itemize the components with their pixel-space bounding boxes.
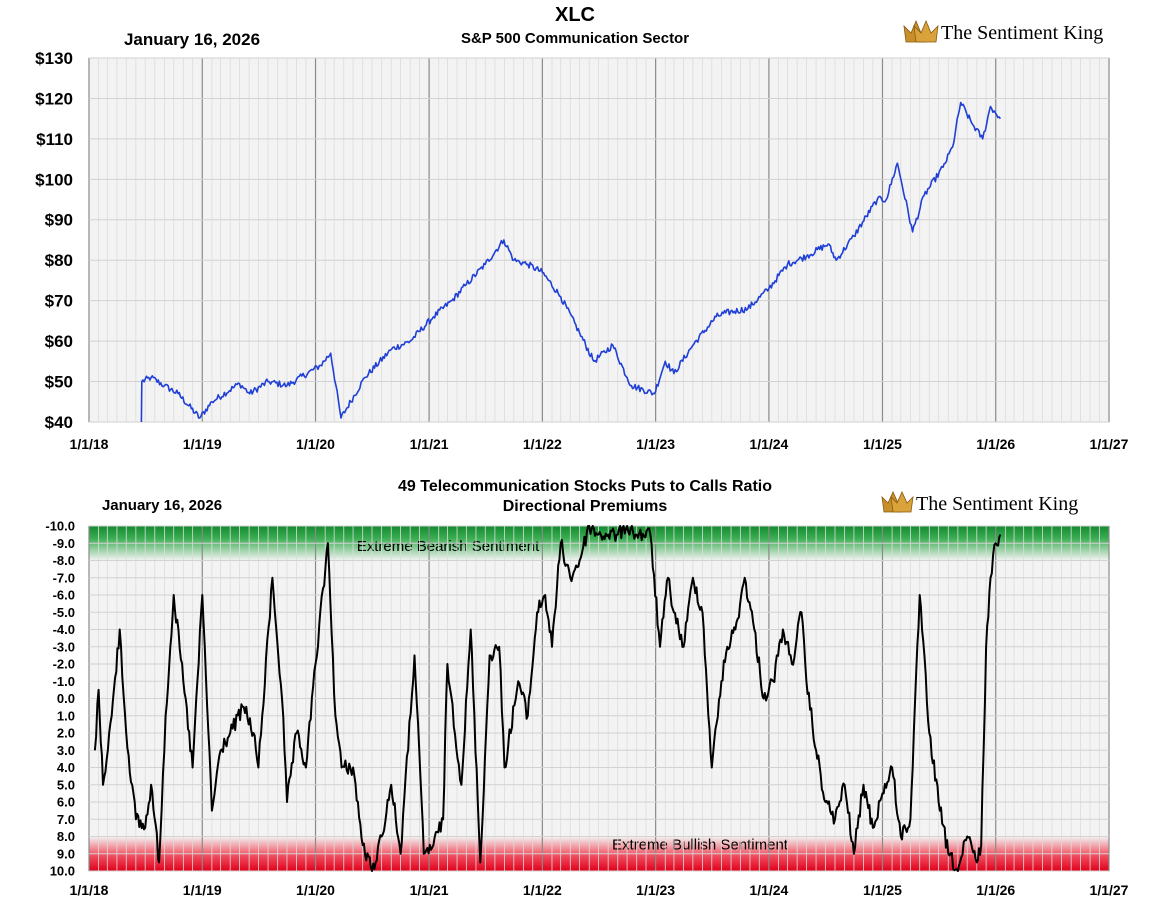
- crown-icon: [890, 491, 914, 513]
- price-plot-area: $40 $50 $60 $70 $80 $90 $100 $110 $120 $130 1/1/18…: [35, 49, 1128, 452]
- series-line: [140, 101, 1002, 423]
- y-tick-label: 9.0: [57, 846, 75, 861]
- y-tick-label: -4.0: [53, 622, 75, 637]
- y-tick-label: 7.0: [57, 812, 75, 827]
- y-tick-label: $40: [45, 413, 73, 432]
- plot-background: [88, 57, 1110, 423]
- chart2-subtitle: Directional Premiums: [503, 498, 668, 515]
- y-tick-label: 2.0: [57, 726, 75, 741]
- x-tick-label: 1/1/25: [863, 436, 902, 452]
- y-tick-label: -6.0: [53, 588, 75, 603]
- y-tick-label: -1.0: [53, 674, 75, 689]
- chart1-brand-text: The Sentiment King: [941, 22, 1103, 44]
- y-tick-label: -5.0: [53, 605, 75, 620]
- x-tick-label: 1/1/25: [863, 882, 902, 898]
- y-tick-label: -10.0: [45, 519, 75, 534]
- y-tick-label: 3.0: [57, 743, 75, 758]
- crown-icon: [913, 19, 939, 43]
- x-tick-label: 1/1/27: [1090, 436, 1129, 452]
- x-tick-label: 1/1/21: [410, 882, 449, 898]
- chart2-brand-logo: The Sentiment King: [881, 491, 1078, 515]
- y-tick-label: -2.0: [53, 657, 75, 672]
- x-tick-label: 1/1/20: [296, 436, 335, 452]
- x-tick-label: 1/1/26: [976, 436, 1015, 452]
- x-tick-label: 1/1/24: [749, 882, 788, 898]
- chart1-title: XLC: [555, 4, 595, 26]
- chart1-date: January 16, 2026: [124, 30, 260, 49]
- y-tick-label: $50: [45, 373, 73, 392]
- y-tick-label: $100: [35, 170, 73, 189]
- y-tick-label: 6.0: [57, 795, 75, 810]
- x-tick-label: 1/1/19: [183, 882, 222, 898]
- chart2-brand-text: The Sentiment King: [916, 493, 1078, 515]
- y-tick-label: $80: [45, 251, 73, 270]
- y-tick-label: 8.0: [57, 829, 75, 844]
- chart2-title: 49 Telecommunication Stocks Puts to Call…: [398, 478, 772, 495]
- x-tick-label: 1/1/21: [410, 436, 449, 452]
- x-tick-label: 1/1/20: [296, 882, 335, 898]
- chart1-brand-logo: The Sentiment King: [903, 19, 1103, 44]
- x-tick-label: 1/1/18: [70, 882, 109, 898]
- band-label: Extreme Bullish Sentiment: [612, 837, 789, 854]
- band-label: Extreme Bearish Sentiment: [357, 538, 540, 555]
- x-tick-label: 1/1/19: [183, 436, 222, 452]
- x-tick-label: 1/1/26: [976, 882, 1015, 898]
- x-tick-label: 1/1/22: [523, 882, 562, 898]
- x-tick-label: 1/1/18: [70, 436, 109, 452]
- chart1-subtitle: S&P 500 Communication Sector: [461, 30, 689, 47]
- y-tick-label: 10.0: [50, 864, 75, 879]
- y-tick-label: 4.0: [57, 760, 75, 775]
- y-tick-label: -9.0: [53, 536, 75, 551]
- ratio-plot-area: Extreme Bearish Sentiment Extreme Bullish…: [45, 519, 1128, 898]
- x-tick-label: 1/1/23: [636, 436, 675, 452]
- y-tick-label: $60: [45, 332, 73, 351]
- y-tick-label: -7.0: [53, 570, 75, 585]
- y-tick-label: $90: [45, 211, 73, 230]
- x-tick-label: 1/1/24: [749, 436, 788, 452]
- y-tick-label: $110: [36, 130, 73, 149]
- y-tick-label: $120: [35, 89, 73, 108]
- x-tick-label: 1/1/27: [1090, 882, 1129, 898]
- y-tick-label: 5.0: [57, 777, 75, 792]
- y-tick-label: 1.0: [57, 708, 75, 723]
- x-tick-label: 1/1/22: [523, 436, 562, 452]
- y-tick-label: -8.0: [53, 553, 75, 568]
- chart2-date: January 16, 2026: [102, 497, 222, 514]
- y-tick-label: $130: [35, 49, 73, 68]
- x-tick-label: 1/1/23: [636, 882, 675, 898]
- y-tick-label: 0.0: [57, 691, 75, 706]
- series-line: [93, 525, 1002, 872]
- y-tick-label: -3.0: [53, 639, 75, 654]
- y-tick-label: $70: [45, 292, 73, 311]
